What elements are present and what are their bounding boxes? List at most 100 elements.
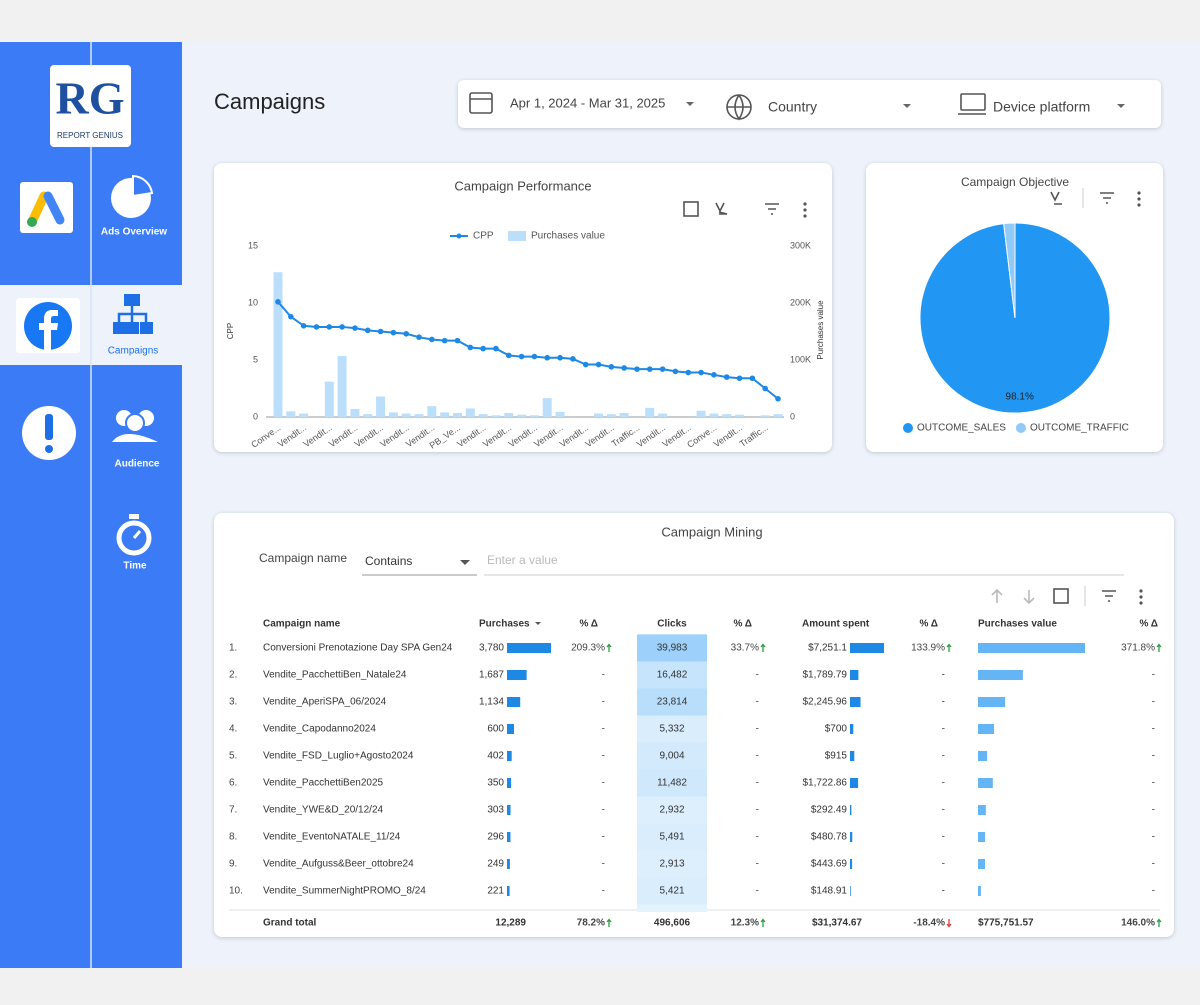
purchases-bar — [507, 670, 527, 680]
total-amount: $31,374.67 — [812, 918, 862, 929]
clicks: 2,913 — [659, 859, 684, 870]
point — [595, 361, 602, 368]
bar — [594, 413, 604, 417]
alert-icon[interactable] — [22, 406, 76, 460]
delta: - — [602, 886, 605, 897]
amount-bar — [850, 697, 861, 707]
delta: 146.0% — [1121, 918, 1155, 929]
delta: - — [1152, 805, 1155, 816]
purchases-bar — [507, 778, 512, 788]
delta: - — [1152, 886, 1155, 897]
purchases-bar — [507, 697, 521, 707]
trend-arrow — [606, 643, 612, 652]
arrow-down-icon — [1023, 590, 1035, 605]
filter-icon — [765, 203, 779, 215]
facebook-tile[interactable] — [16, 298, 80, 353]
nav-campaigns[interactable]: Campaigns — [108, 294, 159, 357]
point — [685, 369, 692, 376]
google-ads-tile[interactable] — [20, 182, 73, 233]
bar — [465, 408, 475, 417]
purchases-bar — [507, 643, 551, 653]
legend-dot — [456, 233, 462, 239]
point — [275, 299, 281, 305]
point — [300, 323, 307, 329]
delta: - — [602, 778, 605, 789]
delta: - — [756, 859, 759, 870]
legend-label: CPP — [473, 231, 494, 242]
clicks-heat — [637, 715, 707, 743]
nav-time[interactable]: Time — [116, 514, 152, 572]
purchases-bar — [507, 859, 510, 869]
more-icon — [1139, 589, 1143, 605]
delta: - — [756, 805, 759, 816]
amount-spent: $1,722.86 — [803, 778, 848, 789]
bar — [735, 414, 745, 417]
sort-indicator — [535, 622, 541, 625]
amount-spent: $700 — [825, 724, 848, 735]
nav-ads-overview[interactable]: Ads Overview — [101, 174, 167, 238]
column-header: Amount spent — [802, 619, 870, 630]
point — [390, 329, 397, 336]
org-lines — [117, 306, 148, 322]
legend-label: OUTCOME_TRAFFIC — [1030, 423, 1129, 434]
point — [288, 313, 294, 320]
bar — [388, 412, 398, 417]
amount-spent: $148.91 — [811, 886, 848, 897]
y-tick-label: 15 — [248, 240, 258, 250]
row-index: 5. — [229, 751, 237, 762]
delta: - — [756, 724, 759, 735]
amount-spent: $7,251.1 — [808, 643, 847, 654]
filter-input[interactable]: Enter a value — [484, 553, 1124, 576]
nav-audience[interactable]: Audience — [112, 410, 160, 470]
operator-select[interactable]: Contains — [362, 554, 477, 576]
bar — [619, 413, 629, 417]
clicks-column — [637, 634, 707, 912]
purchases-bar — [507, 751, 512, 761]
point — [467, 344, 474, 351]
campaign-name: Vendite_PacchettiBen2025 — [263, 778, 384, 789]
purchases: 1,687 — [479, 670, 504, 681]
delta: 33.7% — [731, 643, 759, 654]
delta: - — [942, 886, 945, 897]
bar — [363, 414, 373, 417]
legend-label: Purchases value — [531, 231, 605, 242]
campaign-name: Vendite_Aufguss&Beer_ottobre24 — [263, 859, 414, 870]
delta: - — [942, 670, 945, 681]
purchases-bar — [507, 886, 510, 896]
bar — [350, 409, 360, 417]
clicks-heat — [637, 877, 707, 905]
y2-tick-label: 300K — [790, 240, 811, 250]
point — [672, 368, 679, 375]
delta: 78.2% — [577, 918, 605, 929]
purchases-value-bar — [978, 805, 986, 815]
clicks: 39,983 — [657, 643, 688, 654]
logo-name: REPORT GENIUS — [57, 131, 123, 140]
table-toolbar[interactable] — [991, 586, 1143, 606]
chart-toolbar[interactable] — [683, 201, 807, 218]
nav-label: Time — [123, 561, 147, 572]
delta: - — [1152, 751, 1155, 762]
bar — [709, 413, 719, 417]
logo-tile — [50, 65, 131, 147]
trend-arrow — [946, 919, 952, 928]
row-index: 7. — [229, 805, 237, 816]
pie-icon-slice — [132, 174, 154, 198]
date-filter[interactable]: Apr 1, 2024 - Mar 31, 2025 — [469, 92, 694, 114]
device-filter[interactable]: Device platform — [958, 93, 1125, 115]
point — [582, 361, 589, 368]
purchases-value-bar — [978, 886, 981, 896]
column-header: % Δ — [580, 619, 599, 630]
clicks: 5,332 — [659, 724, 684, 735]
campaign-name: Vendite_SummerNightPROMO_8/24 — [263, 886, 426, 897]
pie-toolbar[interactable] — [1050, 188, 1141, 208]
delta: - — [602, 751, 605, 762]
delta: - — [1152, 778, 1155, 789]
purchases: 600 — [487, 724, 504, 735]
bar — [273, 272, 283, 417]
total-purchases-value: $775,751.57 — [978, 918, 1034, 929]
campaign-name: Vendite_PacchettiBen_Natale24 — [263, 670, 407, 681]
bar — [299, 413, 309, 417]
country-filter[interactable]: Country — [726, 94, 911, 121]
delta: - — [602, 859, 605, 870]
point — [441, 337, 448, 344]
